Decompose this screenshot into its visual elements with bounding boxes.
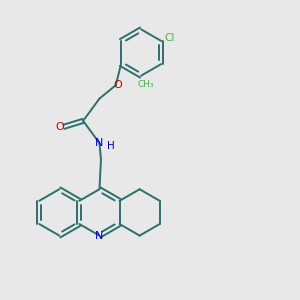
Text: N: N: [95, 138, 104, 148]
Text: Cl: Cl: [164, 33, 175, 43]
Text: O: O: [55, 122, 64, 132]
Text: H: H: [107, 140, 115, 151]
Text: O: O: [114, 80, 123, 90]
Text: N: N: [95, 231, 104, 241]
Text: CH₃: CH₃: [137, 80, 154, 88]
